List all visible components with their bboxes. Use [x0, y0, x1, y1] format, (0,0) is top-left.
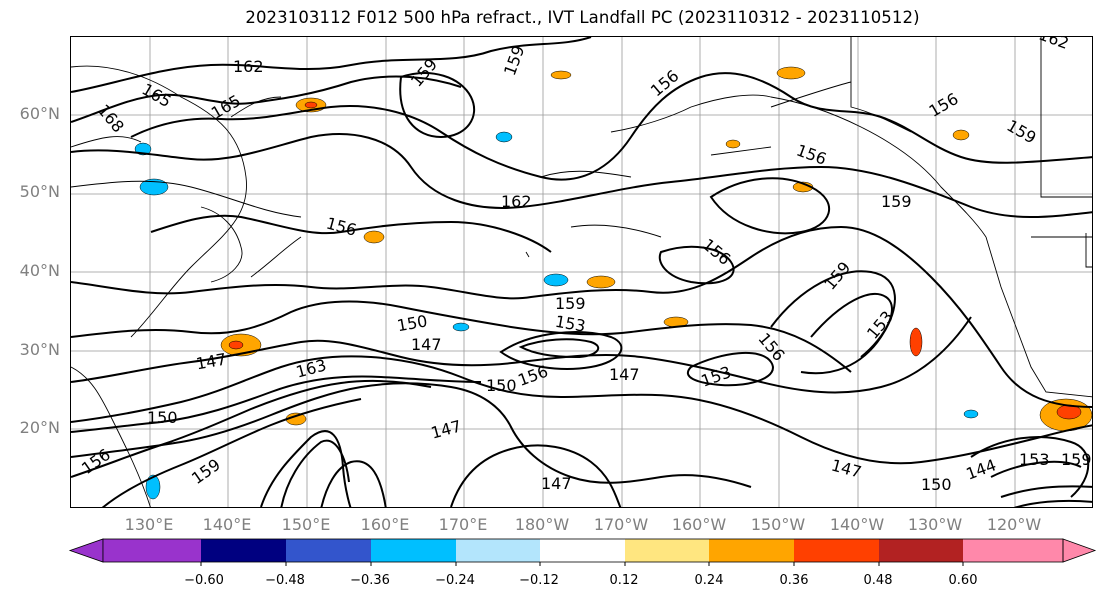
colorbar-swatch	[963, 539, 1063, 562]
lon-label: 180°W	[514, 515, 570, 534]
lon-label: 140°E	[202, 515, 252, 534]
contour-label: 159	[555, 294, 586, 313]
colorbar-swatch	[456, 539, 540, 562]
contour-label: 165	[139, 79, 175, 111]
contour-label: 162	[233, 57, 264, 76]
lat-label: 50°N	[19, 182, 60, 201]
colorbar-tick-label: −0.36	[350, 573, 390, 588]
contour-label: 163	[294, 355, 328, 381]
contour-label: 150	[921, 475, 952, 494]
contour-label: 147	[609, 365, 640, 384]
colorbar-tick-label: −0.48	[265, 573, 305, 588]
colorbar-tick-label: 0.36	[779, 573, 809, 588]
contour-label: 150	[147, 408, 178, 427]
lon-label: 170°W	[593, 515, 649, 534]
map-panel: 162 165 165 168 159 159 162 156 159 156 …	[70, 36, 1093, 508]
contour-label: 147	[194, 349, 227, 373]
contour-label: 162	[1036, 37, 1071, 53]
colorbar-outline	[102, 538, 1064, 563]
contour-label: 156	[324, 213, 358, 239]
contour-label: 144	[963, 455, 998, 483]
colorbar-swatch	[625, 539, 709, 562]
colorbar-swatch	[709, 539, 794, 562]
map-title: 2023103112 F012 500 hPa refract., IVT La…	[245, 8, 920, 27]
lat-label: 40°N	[19, 261, 60, 280]
colorbar-tick-label: 0.60	[948, 573, 978, 588]
lon-label: 140°W	[829, 515, 885, 534]
contour-label: 147	[541, 474, 572, 493]
contour-label: 156	[926, 89, 962, 121]
colorbar-extend-high	[1062, 538, 1097, 563]
lon-label: 150°W	[750, 515, 806, 534]
contour-label: 147	[411, 335, 442, 354]
lon-label: 160°W	[671, 515, 727, 534]
contour-label: 150	[486, 376, 517, 395]
colorbar-swatch	[879, 539, 963, 562]
contour-label: 162	[501, 192, 532, 211]
contour-label: 156	[699, 235, 735, 269]
colorbar-tick-label: −0.24	[435, 573, 475, 588]
colorbar-swatch	[201, 539, 286, 562]
contour-label: 153	[698, 362, 733, 390]
contour-label: 153	[1019, 450, 1050, 469]
contour-label: 156	[515, 362, 550, 390]
contour-label: 156	[647, 66, 683, 100]
contour-label: 159	[1004, 116, 1040, 148]
lon-label: 150°E	[281, 515, 331, 534]
anomaly-fills	[134, 66, 1092, 500]
contour-label: 156	[794, 140, 829, 168]
lon-label: 160°E	[360, 515, 410, 534]
colorbar-tick-label: 0.48	[863, 573, 893, 588]
contours	[71, 37, 1092, 507]
map-canvas: 162 165 165 168 159 159 162 156 159 156 …	[71, 37, 1092, 507]
contour-label: 147	[829, 455, 863, 481]
contour-label: 159	[1061, 450, 1092, 469]
colorbar-extend-low	[68, 538, 104, 563]
colorbar-swatch	[286, 539, 371, 562]
contour-label: 168	[94, 101, 128, 137]
contour-label: 150	[395, 311, 428, 335]
lat-label: 30°N	[19, 340, 60, 359]
colorbar-tick-label: 0.12	[609, 573, 639, 588]
lon-label: 130°E	[124, 515, 174, 534]
colorbar-swatch	[371, 539, 456, 562]
contour-label: 159	[820, 258, 854, 294]
contour-labels: 162 165 165 168 159 159 162 156 159 156 …	[78, 37, 1092, 494]
colorbar-tick-label: 0.24	[694, 573, 724, 588]
colorbar-swatch	[540, 539, 625, 562]
colorbar-tick-label: −0.60	[184, 573, 224, 588]
lon-label: 120°W	[986, 515, 1042, 534]
graticule	[71, 37, 1092, 507]
lon-label: 170°E	[438, 515, 488, 534]
contour-label: 147	[429, 416, 463, 442]
lon-label: 130°W	[907, 515, 963, 534]
contour-label: 156	[754, 329, 788, 365]
lat-label: 60°N	[19, 104, 60, 123]
thin-contours	[71, 81, 852, 238]
colorbar-tick-label: −0.12	[519, 573, 559, 588]
lat-label: 20°N	[19, 418, 60, 437]
contour-label: 159	[881, 192, 912, 211]
colorbar-swatch	[794, 539, 879, 562]
colorbar-swatch	[103, 539, 201, 562]
